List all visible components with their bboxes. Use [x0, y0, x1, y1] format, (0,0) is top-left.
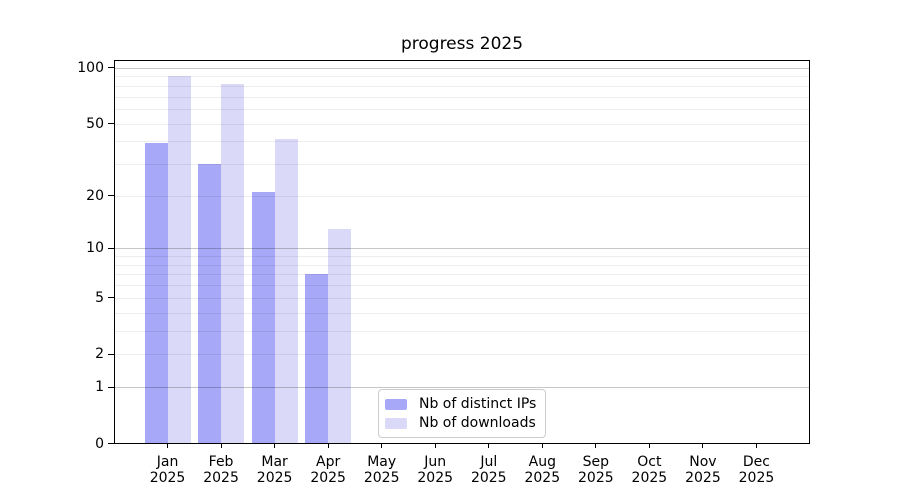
year-label: 2025 — [631, 470, 668, 486]
year-label: 2025 — [256, 470, 293, 486]
x-tick-feb — [220, 444, 222, 448]
y-tick-10 — [108, 247, 114, 249]
legend-label-distinct-ips: Nb of distinct IPs — [419, 396, 537, 412]
x-tick-label-mar: Mar 2025 — [245, 454, 305, 486]
y-tick-20 — [108, 195, 114, 197]
y-tick-label-10: 10 — [86, 240, 104, 257]
bar-nb-of-distinct-ips-feb — [198, 164, 222, 444]
x-tick-label-apr: Apr 2025 — [298, 454, 358, 486]
chart-title: progress 2025 — [400, 34, 524, 54]
x-tick-label-feb: Feb 2025 — [191, 454, 251, 486]
x-tick-label-aug: Aug 2025 — [512, 454, 572, 486]
month-label: Oct — [637, 454, 662, 470]
year-label: 2025 — [417, 470, 454, 486]
x-tick-label-dec: Dec 2025 — [726, 454, 786, 486]
year-label: 2025 — [470, 470, 507, 486]
gridline-y-80 — [114, 85, 810, 87]
gridline-y-60 — [114, 108, 810, 110]
year-label: 2025 — [203, 470, 239, 486]
y-tick-label-50: 50 — [86, 115, 104, 132]
x-tick-label-sep: Sep 2025 — [566, 454, 626, 486]
y-tick-2 — [108, 353, 114, 355]
gridline-y-90 — [114, 76, 810, 78]
y-tick-100 — [108, 67, 114, 69]
y-tick-50 — [108, 123, 114, 125]
month-label: Jun — [424, 454, 447, 470]
bar-nb-of-distinct-ips-apr — [305, 274, 329, 444]
month-label: Dec — [742, 454, 770, 470]
month-label: Feb — [208, 454, 234, 470]
gridline-y-70 — [114, 96, 810, 98]
legend-label-downloads: Nb of downloads — [419, 415, 536, 431]
plot-area — [114, 59, 810, 444]
month-label: Mar — [261, 454, 288, 470]
legend-item-downloads: Nb of downloads — [385, 415, 536, 431]
year-label: 2025 — [149, 470, 186, 486]
legend-swatch-distinct-ips — [385, 398, 407, 410]
x-tick-nov — [702, 444, 704, 448]
legend-swatch-downloads — [385, 417, 407, 429]
bar-nb-of-distinct-ips-jan — [144, 143, 168, 444]
x-tick-label-jun: Jun 2025 — [405, 454, 465, 486]
month-label: Jul — [480, 454, 498, 470]
gridline-y-40 — [114, 141, 810, 143]
year-label: 2025 — [578, 470, 614, 486]
y-tick-label-2: 2 — [95, 346, 104, 363]
x-tick-oct — [648, 444, 650, 448]
month-label: May — [367, 454, 397, 470]
year-label: 2025 — [310, 470, 346, 486]
y-tick-0 — [108, 443, 114, 444]
legend-item-distinct-ips: Nb of distinct IPs — [385, 396, 536, 412]
x-tick-apr — [327, 444, 329, 448]
x-tick-label-may: May 2025 — [352, 454, 412, 486]
month-label: Jan — [156, 454, 179, 470]
x-tick-sep — [595, 444, 597, 448]
x-tick-jul — [488, 444, 490, 448]
y-tick-1 — [108, 386, 114, 388]
bar-nb-of-downloads-apr — [328, 228, 352, 444]
x-tick-label-nov: Nov 2025 — [673, 454, 733, 486]
x-tick-label-oct: Oct 2025 — [619, 454, 679, 486]
bar-nb-of-downloads-mar — [274, 139, 298, 444]
bar-nb-of-distinct-ips-mar — [251, 191, 275, 444]
x-tick-label-jan: Jan 2025 — [138, 454, 198, 486]
y-tick-label-20: 20 — [86, 187, 104, 204]
month-label: Apr — [316, 454, 341, 470]
y-tick-label-0: 0 — [95, 435, 104, 452]
x-tick-mar — [274, 444, 276, 448]
gridline-y-100 — [114, 67, 810, 69]
year-label: 2025 — [685, 470, 721, 486]
y-tick-5 — [108, 297, 114, 299]
x-tick-may — [381, 444, 383, 448]
month-label: Nov — [689, 454, 717, 470]
x-tick-dec — [755, 444, 757, 448]
y-tick-label-100: 100 — [77, 59, 104, 76]
y-tick-label-5: 5 — [95, 289, 104, 306]
y-tick-label-1: 1 — [95, 379, 104, 396]
x-tick-jan — [167, 444, 169, 448]
gridline-y-50 — [114, 123, 810, 125]
month-label: Sep — [582, 454, 610, 470]
month-label: Aug — [528, 454, 556, 470]
legend: Nb of distinct IPs Nb of downloads — [378, 389, 547, 438]
bar-nb-of-downloads-jan — [167, 76, 191, 444]
year-label: 2025 — [524, 470, 561, 486]
x-tick-label-jul: Jul 2025 — [459, 454, 519, 486]
bar-nb-of-downloads-feb — [221, 83, 245, 444]
year-label: 2025 — [363, 470, 400, 486]
year-label: 2025 — [738, 470, 775, 486]
x-tick-aug — [541, 444, 543, 448]
x-tick-jun — [434, 444, 436, 448]
